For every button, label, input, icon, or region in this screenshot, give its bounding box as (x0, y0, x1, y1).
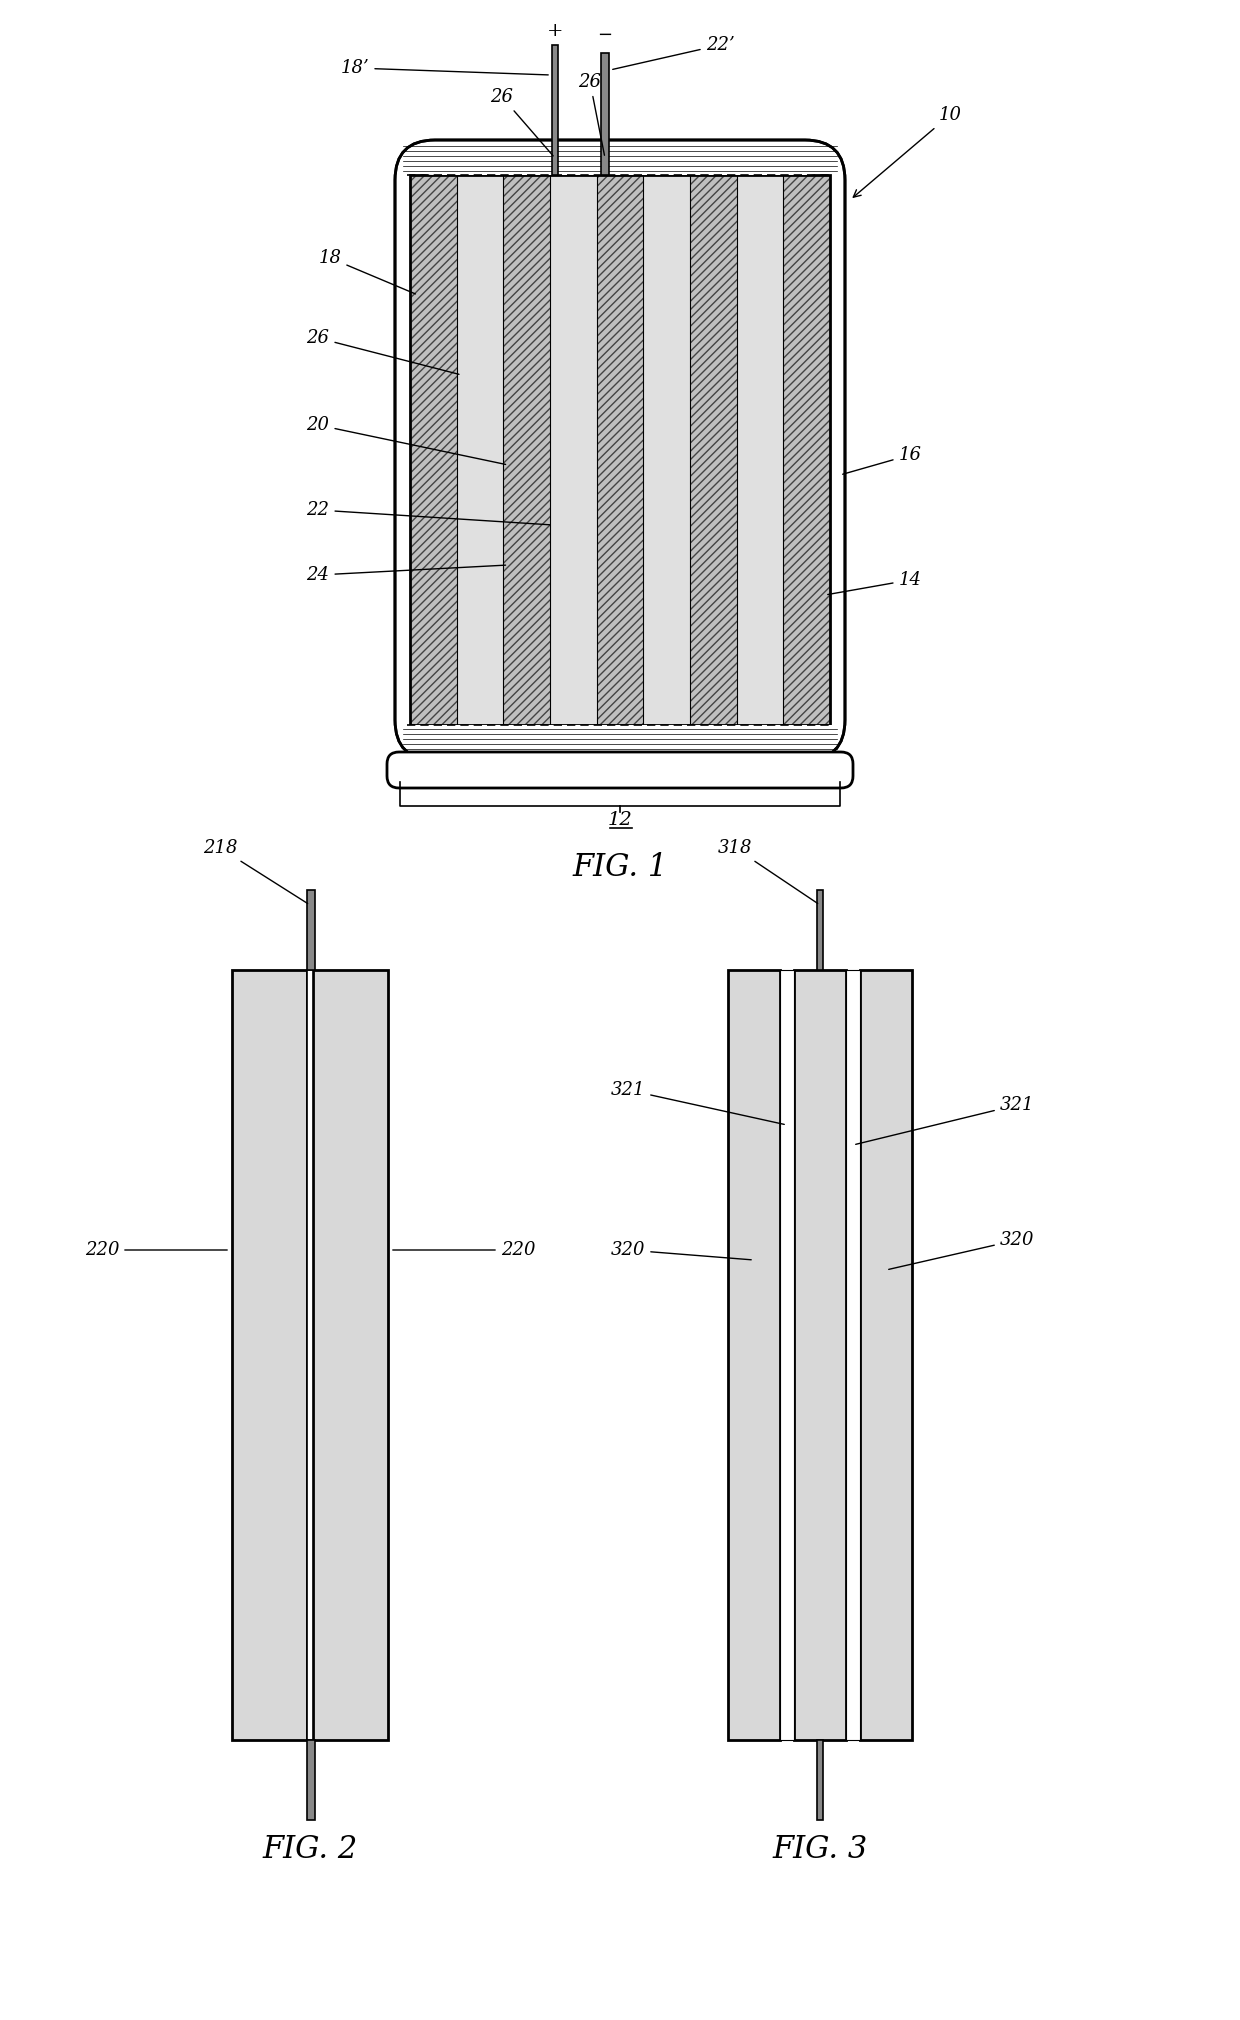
Bar (601, 53, 609, 176)
Text: 26: 26 (579, 73, 604, 156)
Bar (644, 176, 689, 725)
Bar (312, 970, 388, 1739)
Text: 218: 218 (203, 838, 308, 903)
Text: 26: 26 (306, 329, 459, 374)
Text: 18’: 18’ (341, 59, 548, 77)
Bar (308, 970, 312, 1739)
Bar (780, 970, 794, 1739)
Text: 14: 14 (828, 572, 921, 594)
Text: 321: 321 (611, 1081, 784, 1125)
Bar (689, 176, 737, 725)
Bar (552, 44, 558, 176)
Text: 16: 16 (843, 446, 921, 475)
Text: FIG. 2: FIG. 2 (263, 1834, 357, 1866)
Text: 321: 321 (856, 1097, 1034, 1145)
Bar (410, 176, 830, 725)
Bar (551, 176, 596, 725)
FancyBboxPatch shape (387, 751, 853, 788)
Text: FIG. 1: FIG. 1 (573, 852, 667, 883)
Bar (596, 176, 644, 725)
Text: 22’: 22’ (613, 36, 734, 69)
Text: 320: 320 (889, 1230, 1034, 1269)
Bar (410, 176, 456, 725)
Bar (689, 176, 737, 725)
Bar (596, 176, 644, 725)
Text: 220: 220 (84, 1240, 227, 1258)
Text: 22: 22 (306, 501, 551, 525)
Bar (728, 970, 780, 1739)
Bar (861, 970, 911, 1739)
Bar (794, 970, 846, 1739)
Text: 24: 24 (306, 566, 506, 584)
Bar (410, 176, 456, 725)
Text: FIG. 3: FIG. 3 (773, 1834, 868, 1866)
Bar (737, 176, 784, 725)
Text: +: + (547, 22, 563, 40)
Text: 10: 10 (853, 105, 961, 198)
Bar (308, 1739, 315, 1820)
Bar (784, 176, 830, 725)
FancyBboxPatch shape (396, 135, 844, 180)
Text: 318: 318 (718, 838, 817, 903)
Bar (232, 970, 308, 1739)
Bar (456, 176, 503, 725)
Bar (503, 176, 551, 725)
Bar (817, 1739, 823, 1820)
Bar (503, 176, 551, 725)
Bar (396, 725, 844, 760)
Bar (784, 176, 830, 725)
Text: −: − (598, 26, 613, 44)
Text: 20: 20 (306, 416, 506, 465)
Text: 320: 320 (611, 1240, 751, 1260)
Bar (846, 970, 861, 1739)
Text: 220: 220 (393, 1240, 536, 1258)
Text: 18: 18 (319, 248, 415, 295)
Text: 26: 26 (491, 89, 553, 156)
Text: 12: 12 (608, 810, 632, 828)
Bar (308, 891, 315, 970)
Bar (817, 891, 823, 970)
